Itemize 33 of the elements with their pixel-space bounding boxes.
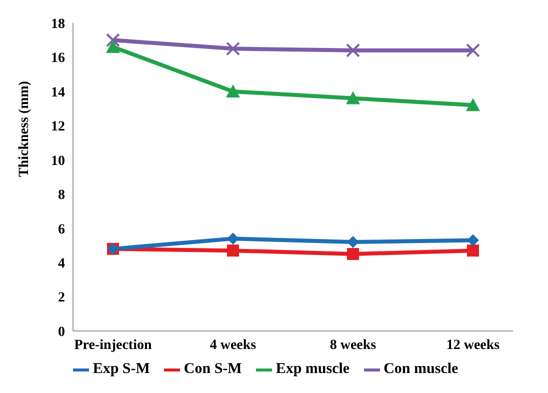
y-tick-label: 18 <box>51 16 65 32</box>
point <box>346 43 360 58</box>
x-tick-label: 12 weeks <box>446 338 500 353</box>
y-tick-label: 10 <box>51 154 65 169</box>
y-tick-label: 2 <box>58 290 65 306</box>
point <box>227 232 239 245</box>
point <box>467 244 479 257</box>
y-axis-title: Thickness (mm) <box>16 80 32 177</box>
point <box>466 98 480 112</box>
y-tick-label: 0 <box>58 324 65 340</box>
point <box>226 84 240 98</box>
point <box>106 33 120 48</box>
y-tick-label: 14 <box>51 85 65 100</box>
y-tick-label: 6 <box>58 222 65 238</box>
y-tick-label: 16 <box>51 51 65 66</box>
legend-label: Con muscle <box>382 361 458 378</box>
x-tick-label: Pre-injection <box>74 338 152 353</box>
point <box>227 244 239 257</box>
x-tick-label: 8 weeks <box>330 338 377 353</box>
point <box>346 91 360 104</box>
point <box>466 43 480 58</box>
point <box>347 248 359 260</box>
point <box>106 40 120 53</box>
legend-label: Con S-M <box>182 361 242 378</box>
point <box>226 42 240 56</box>
x-tick-label: 4 weeks <box>210 338 257 353</box>
point <box>467 234 479 246</box>
y-tick-label: 8 <box>58 188 65 204</box>
y-tick-label: 4 <box>58 256 65 272</box>
legend-label: Exp muscle <box>274 361 350 378</box>
y-tick-label: 12 <box>51 120 65 135</box>
legend-label: Exp S-M <box>92 361 150 378</box>
point <box>347 236 359 248</box>
